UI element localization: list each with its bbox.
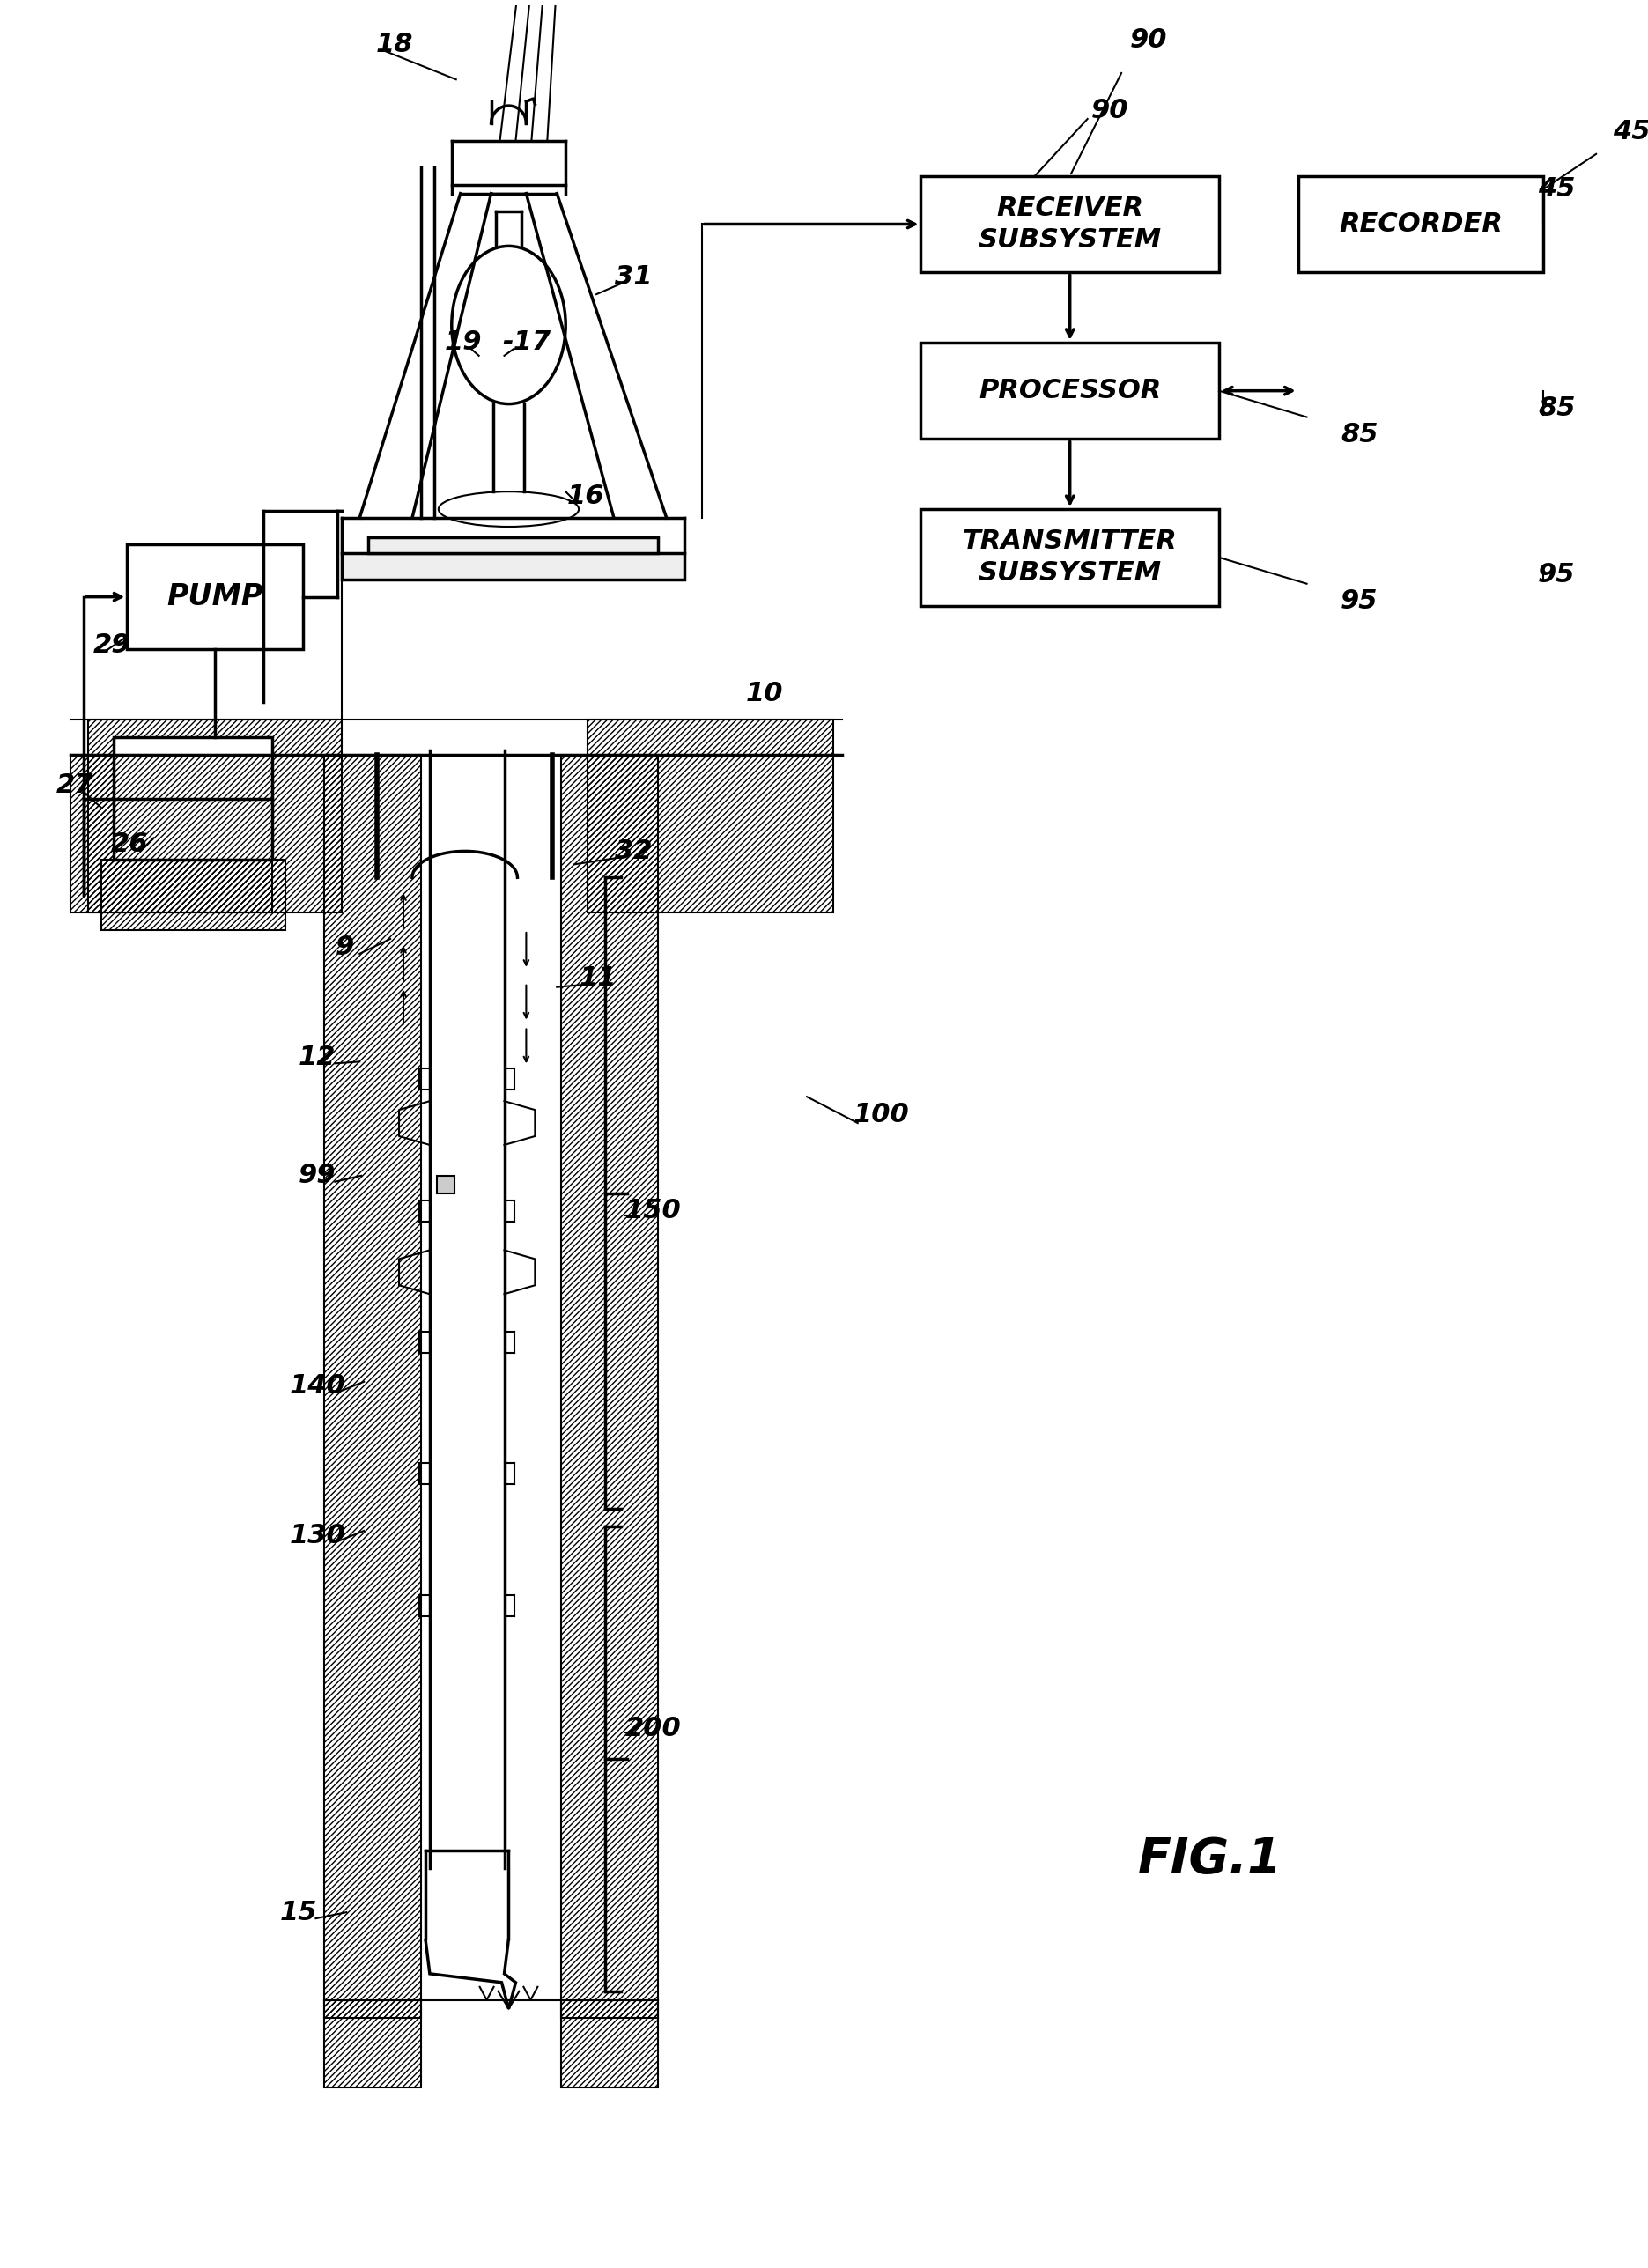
- Bar: [127, 544, 303, 649]
- Bar: [369, 538, 658, 553]
- Text: 95: 95: [1340, 587, 1378, 615]
- Text: 9: 9: [335, 934, 354, 959]
- Text: 90: 90: [1131, 27, 1167, 52]
- Text: 140: 140: [290, 1374, 346, 1399]
- Text: 99: 99: [298, 1163, 336, 1188]
- Text: 45: 45: [1538, 177, 1575, 202]
- Text: PUMP: PUMP: [166, 583, 264, 612]
- Bar: [101, 860, 285, 930]
- Text: 27: 27: [56, 773, 94, 798]
- Text: 200: 200: [625, 1715, 681, 1742]
- Bar: [114, 737, 272, 860]
- Text: 95: 95: [1538, 562, 1575, 587]
- Bar: [562, 755, 658, 2019]
- Bar: [325, 755, 420, 2019]
- Bar: [437, 1175, 455, 1193]
- Text: TRANSMITTER: TRANSMITTER: [962, 528, 1177, 553]
- Text: 11: 11: [580, 966, 616, 991]
- Bar: [71, 755, 272, 912]
- Text: 100: 100: [854, 1102, 910, 1127]
- Ellipse shape: [452, 245, 565, 404]
- Text: 18: 18: [376, 32, 414, 57]
- Text: 16: 16: [567, 483, 605, 508]
- Text: FIG.1: FIG.1: [1139, 1835, 1282, 1882]
- Text: 10: 10: [747, 680, 783, 705]
- Bar: [325, 2000, 420, 2089]
- Text: 15: 15: [280, 1901, 316, 1926]
- Text: 85: 85: [1340, 422, 1378, 447]
- Text: RECEIVER: RECEIVER: [997, 195, 1144, 222]
- Text: SUBSYSTEM: SUBSYSTEM: [979, 227, 1162, 252]
- Text: RECORDER: RECORDER: [1338, 211, 1503, 236]
- Text: 32: 32: [615, 839, 653, 864]
- Text: 19: 19: [445, 329, 481, 356]
- Text: 90: 90: [1091, 98, 1129, 122]
- Bar: [921, 508, 1220, 606]
- Bar: [1299, 177, 1544, 272]
- Text: 31: 31: [615, 263, 653, 290]
- Bar: [921, 342, 1220, 440]
- Text: 29: 29: [94, 633, 130, 658]
- Text: 130: 130: [290, 1522, 346, 1549]
- Text: -17: -17: [503, 329, 550, 356]
- Text: PROCESSOR: PROCESSOR: [979, 379, 1162, 404]
- Text: SUBSYSTEM: SUBSYSTEM: [979, 560, 1162, 585]
- Bar: [921, 177, 1220, 272]
- Bar: [562, 2000, 658, 2089]
- Bar: [87, 719, 343, 912]
- Text: 12: 12: [298, 1046, 336, 1070]
- Text: 150: 150: [625, 1198, 681, 1222]
- Bar: [588, 719, 834, 912]
- Bar: [343, 553, 684, 578]
- Text: 45: 45: [1612, 120, 1648, 145]
- Text: 85: 85: [1538, 395, 1575, 422]
- Text: 26: 26: [110, 832, 148, 857]
